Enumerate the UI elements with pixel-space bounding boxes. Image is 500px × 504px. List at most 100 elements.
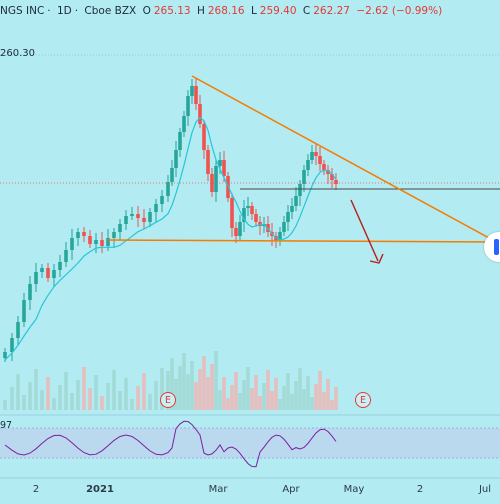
candle-body [290,206,294,212]
volume-bar [202,356,206,410]
candle-body [16,322,20,338]
candle-body [218,160,222,166]
candle-body [46,268,50,278]
volume-bar [246,367,250,410]
drawings [0,54,500,264]
price-axis-label: 260.30 [0,48,35,59]
volume-bar [186,374,190,410]
candle-body [318,156,322,164]
candle-body [190,86,194,96]
close-label: C [302,5,311,17]
volume-bar [160,368,164,410]
rsi-panel [0,414,500,479]
earnings-e-icon[interactable]: E [160,392,176,408]
candle-body [282,222,286,232]
time-axis[interactable]: 2 2021 Mar Apr May 2 Jul [0,480,500,500]
volume-bar [76,380,80,410]
rsi-value-label: 97 [0,420,13,431]
candle-body [214,166,218,192]
volume-bar [82,367,86,410]
volume-bar [136,386,140,410]
volume-bar [40,390,44,410]
high-value: 268.16 [207,5,245,17]
volume-bar [314,384,318,410]
volume-bar [106,383,110,410]
candle-body [28,284,32,300]
candle-body [206,150,210,174]
x-tick: 2021 [86,484,114,495]
candle-body [230,198,234,228]
volume-bar [214,351,218,410]
candle-body [234,228,238,236]
close-value: 262.27 [313,5,350,17]
symbol-name[interactable]: NGS INC [0,5,45,17]
candle-body [278,232,282,240]
candle-body [160,196,164,204]
candle-body [182,116,186,132]
volume-bar [198,369,202,410]
volume-bar [190,361,194,410]
candle-body [198,104,202,124]
candle-body [254,214,258,222]
candle-body [222,160,226,176]
volume-bar [326,379,330,410]
volume-bar [34,369,38,410]
volume-bar [58,385,62,410]
candle-body [76,232,80,238]
candle-body [306,160,310,170]
candle-body [3,352,7,358]
volume-bar [234,372,238,410]
candle-body [314,152,318,156]
candle-body [124,216,128,224]
candle-body [112,232,116,238]
candle-body [166,182,170,196]
volume-bar [166,371,170,410]
candle-body [148,212,152,222]
candle-body [170,168,174,182]
rsi-line [4,420,337,468]
volume-bar [242,380,246,410]
candle-body [242,208,246,222]
open-label: O [142,5,151,17]
x-tick: May [343,484,365,495]
volume-bar [124,378,128,410]
volume-bar [310,397,314,410]
x-tick: 2 [416,484,424,495]
scroll-handle-icon[interactable] [484,232,500,262]
volume-bar [130,399,134,410]
candle-body [130,214,134,216]
volume-bar [334,387,338,410]
candle-body [64,250,68,262]
volume-bar [318,371,322,410]
candle-body [58,262,62,270]
x-tick: Apr [282,484,300,495]
volume-bar [230,385,234,410]
volume-bar [178,366,182,410]
low-label: L [250,5,257,17]
support-trendline [107,239,500,243]
candle-body [326,170,330,174]
volume-bar [100,396,104,410]
volume-bar [306,376,310,410]
candle-body [302,170,306,184]
candle-body [202,124,206,150]
candle-body [82,232,86,236]
change-value: −2.62 (−0.99%) [356,5,443,17]
candle-body [286,212,290,222]
exchange: Cboe BZX [84,5,137,17]
volume-bar [330,400,334,410]
candlesticks [3,78,338,362]
x-tick: Mar [208,484,228,495]
earnings-e-icon[interactable]: E [355,392,371,408]
candle-body [194,86,198,104]
volume-bar [322,392,326,410]
x-tick: 2 [32,484,40,495]
volume-bar [10,387,14,410]
volume-bars [3,351,338,410]
rsi-band [0,428,500,458]
interval[interactable]: 1D [56,5,72,17]
candle-body [298,184,302,196]
